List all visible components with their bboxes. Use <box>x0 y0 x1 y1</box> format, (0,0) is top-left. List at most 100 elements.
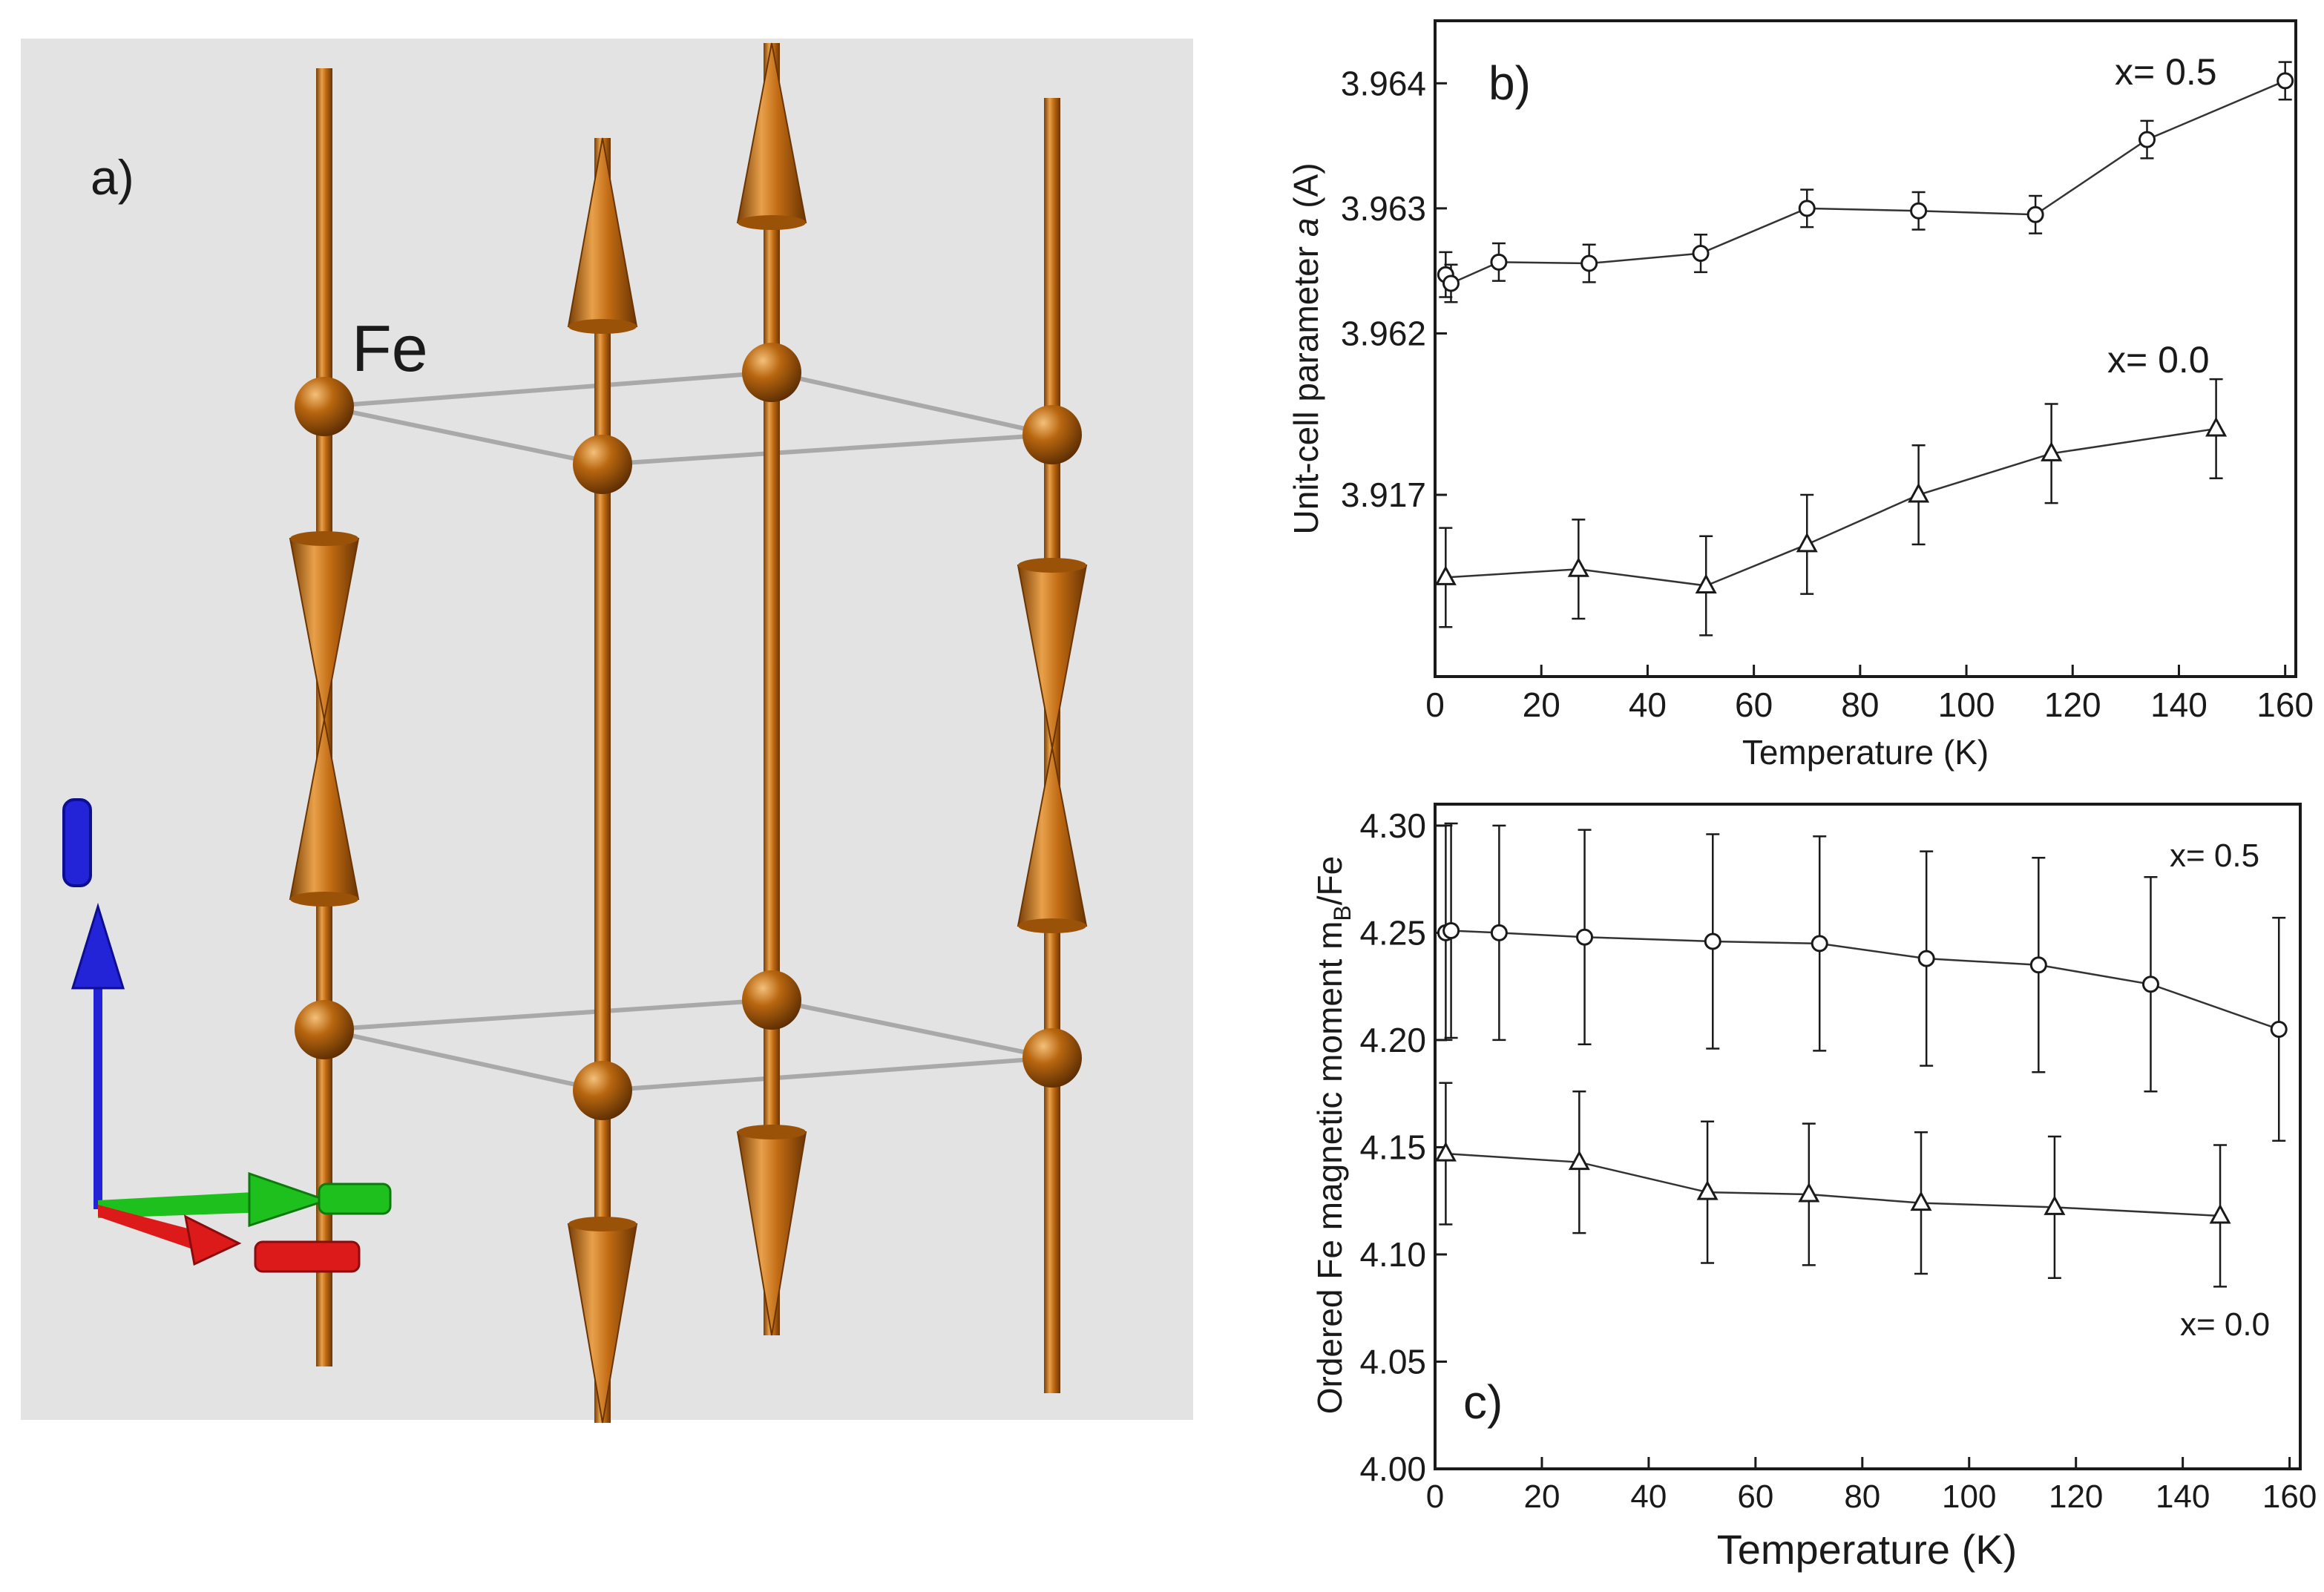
data-point-triangle <box>1908 482 1930 503</box>
c-axis-shaft <box>93 972 102 1209</box>
b-axis-arrow <box>248 1171 330 1228</box>
y-tick-label: 4.05 <box>1359 1342 1426 1381</box>
data-point-triangle <box>2041 441 2063 461</box>
bond <box>324 404 603 467</box>
x-tick-label: 100 <box>1938 685 1995 724</box>
fe-atom <box>742 343 801 402</box>
x-tick-label: 160 <box>2262 1478 2317 1515</box>
series-label-x00: x= 0.0 <box>2180 1306 2270 1343</box>
data-point-circle <box>2277 72 2294 90</box>
arrow-base <box>738 215 806 230</box>
data-point-circle <box>2138 131 2156 148</box>
data-point-circle <box>1490 924 1508 941</box>
y-axis-label: Ordered Fe magnetic moment mB/Fe <box>1310 856 1356 1415</box>
y-tick-label: 3.963 <box>1341 189 1426 228</box>
series-line <box>1445 930 2279 1030</box>
data-point-circle <box>2141 976 2159 993</box>
data-series <box>1434 61 2294 637</box>
spin-structure-panel: a) Fe <box>21 39 1193 1424</box>
data-point-circle <box>1442 922 1460 940</box>
c-axis-label-glyph <box>62 798 92 887</box>
data-point-triangle <box>2205 416 2228 437</box>
y-tick-label: 3.964 <box>1341 64 1426 102</box>
y-tick-label: 4.00 <box>1359 1450 1426 1488</box>
data-point-circle <box>1576 928 1594 946</box>
data-point-triangle <box>2209 1203 2231 1224</box>
series-line <box>1445 79 2286 285</box>
x-tick-label: 60 <box>1735 685 1773 724</box>
series-circle <box>1437 822 2288 1142</box>
y-tick-label: 3.962 <box>1341 314 1426 352</box>
a-axis-shaft <box>98 1205 199 1249</box>
bond <box>324 1027 603 1093</box>
data-point-circle <box>1692 245 1710 263</box>
orientation-axes <box>62 798 392 1273</box>
data-series <box>1434 822 2288 1288</box>
y-tick-label: 4.30 <box>1359 806 1426 845</box>
y-tick-label: 4.15 <box>1359 1128 1426 1166</box>
x-tick-label: 20 <box>1523 1478 1560 1515</box>
y-tick-label: 3.917 <box>1341 476 1426 514</box>
x-tick-label: 20 <box>1523 685 1560 724</box>
arrow-base <box>290 531 358 546</box>
data-point-triangle <box>1567 557 1589 577</box>
x-tick-label: 80 <box>1844 1478 1880 1515</box>
fe-atom-label: Fe <box>352 312 428 385</box>
series-circle <box>1437 61 2294 303</box>
x-tick-label: 120 <box>2044 685 2101 724</box>
arrow-base <box>568 319 637 334</box>
data-point-circle <box>1917 950 1935 967</box>
bond <box>602 432 1053 467</box>
data-point-triangle <box>1796 532 1818 553</box>
data-point-circle <box>2026 205 2044 223</box>
y-axis-label: Unit-cell parameter a (A) <box>1287 162 1325 534</box>
x-tick-label: 0 <box>1425 685 1445 724</box>
x-tick-label: 140 <box>2156 1478 2210 1515</box>
data-point-circle <box>1490 253 1508 271</box>
arrow-base <box>1018 918 1086 933</box>
panel-a-label: a) <box>91 150 134 205</box>
arrow-base <box>738 1125 806 1139</box>
x-axis-label: Temperature (K) <box>1742 733 1989 772</box>
y-tick-label: 4.20 <box>1359 1021 1426 1059</box>
b-axis-label-glyph <box>318 1183 392 1215</box>
fe-atom <box>295 377 354 436</box>
data-point-triangle <box>2044 1195 2066 1215</box>
y-tick-label: 4.10 <box>1359 1235 1426 1274</box>
y-axis-ticks: 4.00 4.05 4.10 4.15 4.20 4.25 4.30 <box>1359 806 1447 1488</box>
data-point-circle <box>1704 932 1721 950</box>
x-tick-label: 140 <box>2150 685 2208 724</box>
fe-atom <box>573 1061 632 1120</box>
unit-cell-bonds <box>324 370 1053 1093</box>
b-axis-shaft <box>98 1191 270 1218</box>
data-point-triangle <box>1695 573 1717 594</box>
plot-frame <box>1434 803 2302 1470</box>
data-point-circle <box>1811 935 1828 953</box>
x-axis-label: Temperature (K) <box>1717 1526 2018 1573</box>
c-axis-arrow <box>70 902 125 990</box>
data-point-circle <box>2270 1020 2288 1038</box>
series-triangle <box>1434 378 2228 637</box>
fe-atom <box>742 970 801 1030</box>
data-point-circle <box>2029 956 2047 974</box>
data-point-circle <box>1798 200 1816 217</box>
panel-b-label: b) <box>1488 56 1531 110</box>
x-tick-label: 40 <box>1629 685 1667 724</box>
bond <box>324 998 772 1032</box>
data-point-triangle <box>1696 1180 1719 1200</box>
data-point-triangle <box>1434 565 1457 585</box>
a-axis-label-glyph <box>254 1240 361 1273</box>
panel-c-label: c) <box>1463 1375 1503 1429</box>
x-tick-label: 60 <box>1737 1478 1773 1515</box>
series-line <box>1445 1152 2221 1217</box>
bond <box>324 370 772 409</box>
data-point-circle <box>1442 274 1460 292</box>
x-tick-label: 40 <box>1630 1478 1667 1515</box>
y-axis-ticks: 3.962 3.963 3.964 3.917 <box>1341 64 1447 514</box>
series-label-x05: x= 0.5 <box>2115 51 2217 93</box>
plot-frame <box>1434 19 2297 678</box>
data-point-triangle <box>1798 1182 1820 1203</box>
data-point-circle <box>1580 254 1598 272</box>
x-axis-ticks: 0 20 40 60 80 100 120 140 160 <box>1425 665 2314 724</box>
